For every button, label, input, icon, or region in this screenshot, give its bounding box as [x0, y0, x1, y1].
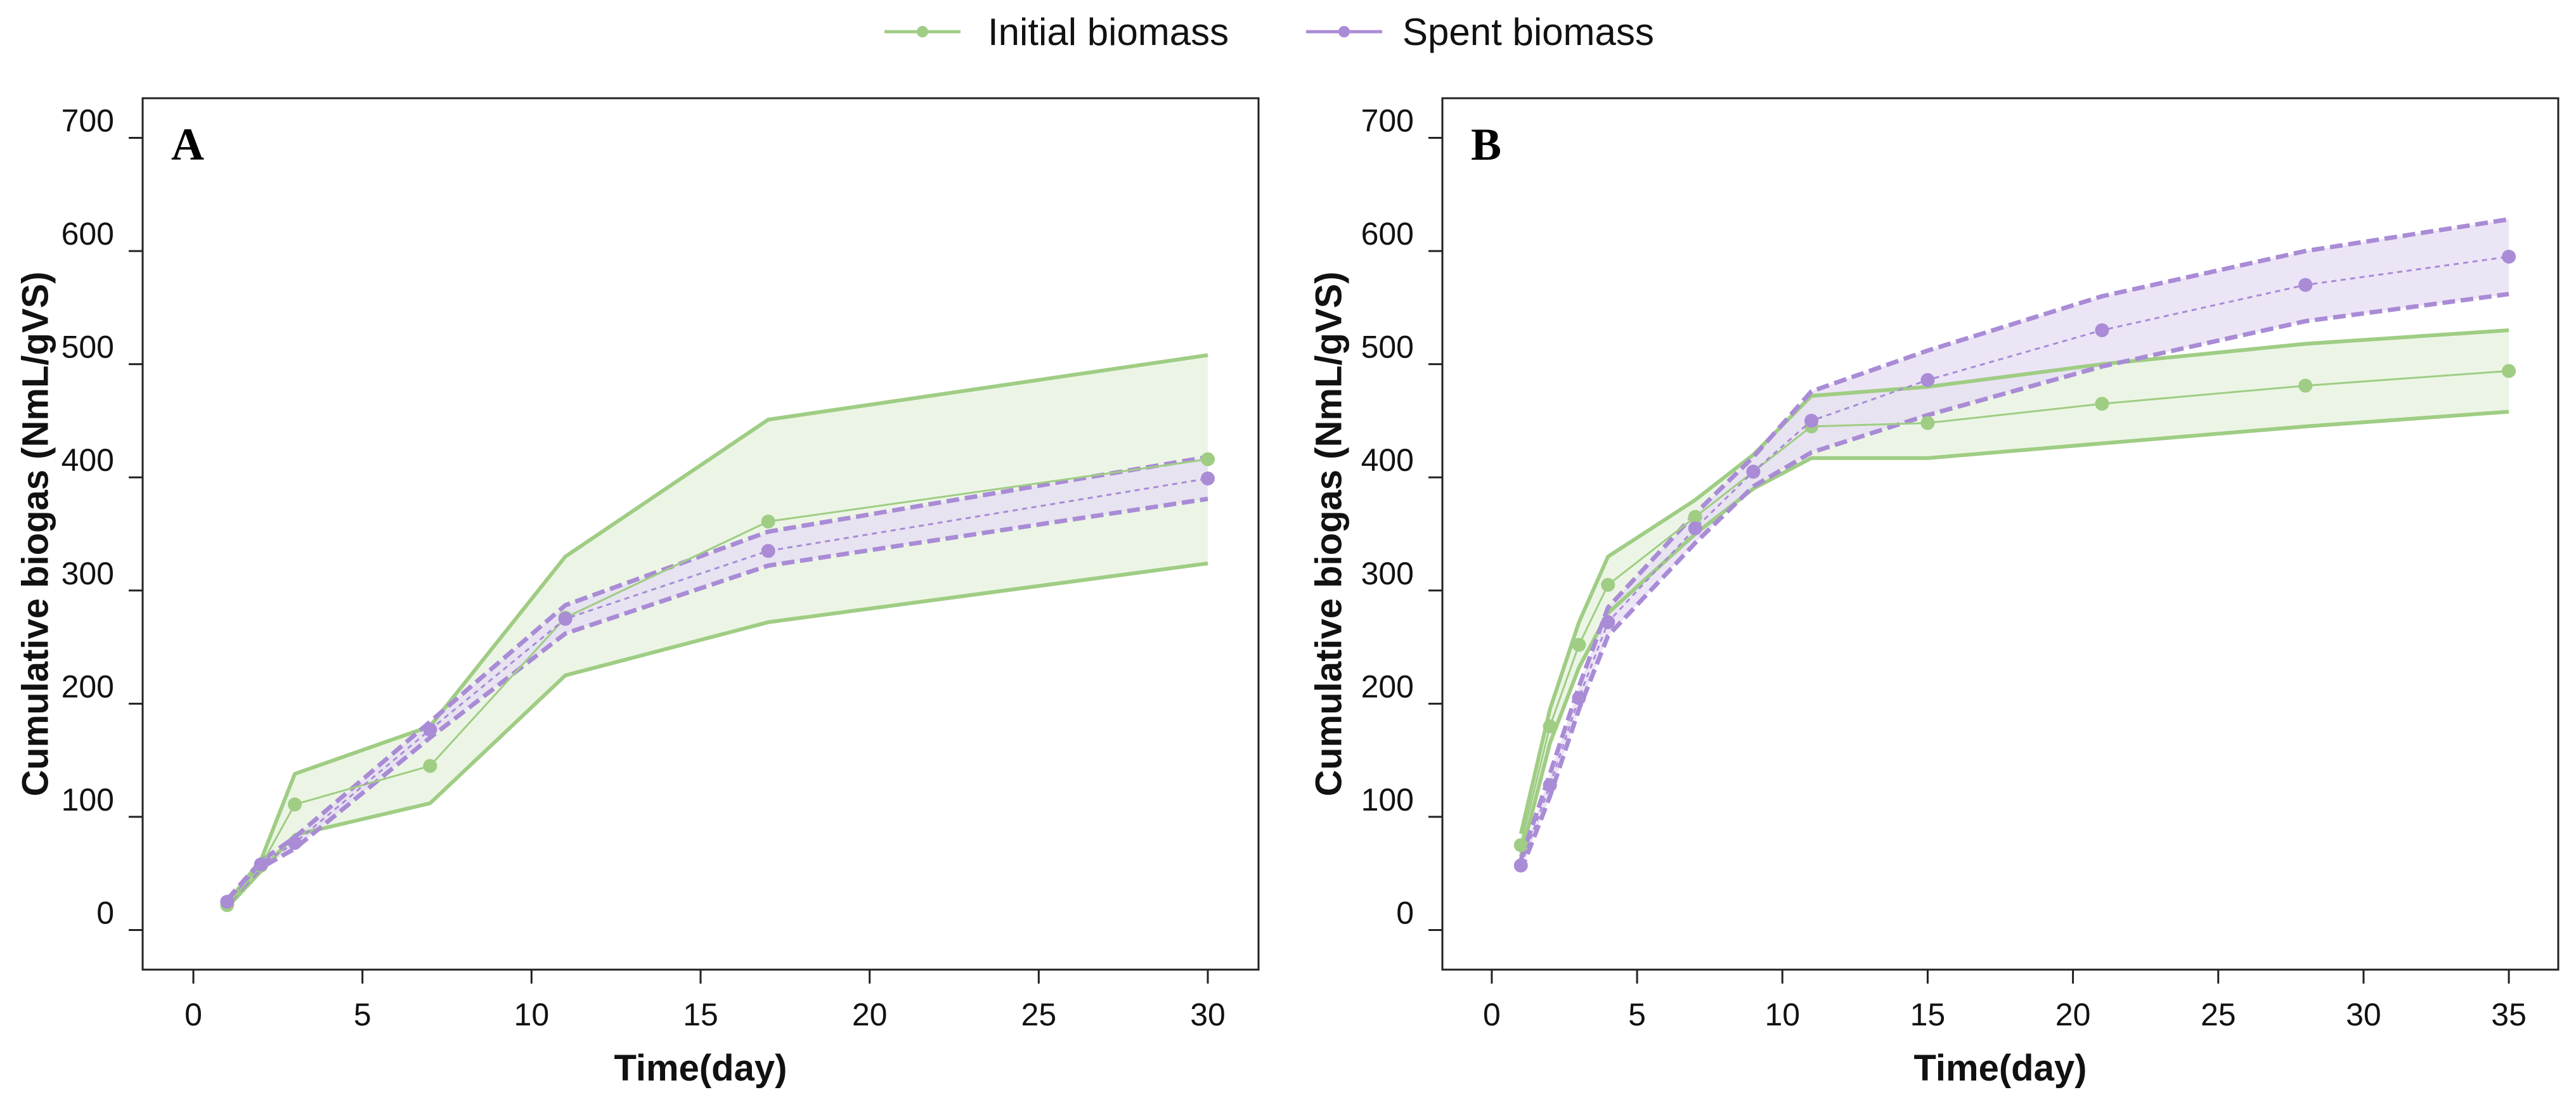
panel-a-ytick-label-400: 400 — [61, 442, 114, 478]
panel-b-xtick-label-0: 0 — [1483, 997, 1501, 1032]
panel-b-chart: 0 100 200 300 400 500 600 700 0 5 10 15 20 25 30 35 Time… — [1308, 97, 2560, 1089]
panel-a-spent-point-7 — [423, 722, 437, 737]
panel-a-spent-point-11 — [558, 612, 573, 626]
panel-a-spent-point-17 — [761, 544, 775, 558]
panel-b-spent-point-9 — [1746, 465, 1761, 479]
panel-b-ytick-label-300: 300 — [1361, 556, 1414, 591]
panel-a-ytick-label-700: 700 — [61, 103, 114, 139]
panel-a-spent-point-2 — [254, 857, 268, 871]
panel-b-xtick-label-30: 30 — [2346, 997, 2381, 1032]
panel-a-spent-point-3 — [288, 836, 302, 850]
panel-a-spent-upper-line — [225, 454, 1208, 901]
panel-b-spent-point-35 — [2502, 250, 2516, 264]
panel-a-spent-point-30 — [1201, 472, 1215, 485]
panel-a-spent-point-1 — [220, 894, 235, 909]
panel-b-xtick-label-20: 20 — [2055, 997, 2091, 1032]
panel-a-xtick-label-20: 20 — [852, 997, 888, 1032]
panel-b-initial-point-28 — [2298, 378, 2313, 393]
panel-b-ytick-label-200: 200 — [1361, 669, 1414, 704]
panel-a-ytick-label-200: 200 — [61, 669, 114, 704]
legend-initial-marker-icon — [917, 26, 928, 37]
panel-b-initial-point-7 — [1688, 510, 1702, 524]
panel-b-spent-point-4 — [1601, 615, 1615, 629]
panel-b-spent-point-2 — [1543, 778, 1557, 792]
panel-b-initial-point-35 — [2502, 364, 2516, 378]
panel-b-xtick-label-10: 10 — [1764, 997, 1800, 1032]
legend-spent-label: Spent biomass — [1402, 11, 1654, 53]
panel-b-x-axis-title: Time(day) — [1914, 1048, 2087, 1089]
panel-a-ytick-label-100: 100 — [61, 782, 114, 818]
panel-b-ytick-label-700: 700 — [1361, 103, 1414, 139]
panel-a-initial-band — [227, 355, 1208, 908]
panel-b-initial-point-4 — [1601, 577, 1615, 592]
panel-a-spent-lower-line — [225, 496, 1208, 906]
panel-b-ytick-label-400: 400 — [1361, 442, 1414, 478]
panel-b-initial-band — [1520, 330, 2509, 857]
panel-a-ytick-label-300: 300 — [61, 556, 114, 591]
chart-legend: Initial biomass Spent biomass — [884, 11, 1654, 53]
panel-a-xtick-label-30: 30 — [1190, 997, 1226, 1032]
panel-b-y-axis-title: Cumulative biogas (NmL/gVS) — [1308, 271, 1349, 796]
panel-b-label: B — [1471, 119, 1501, 170]
panel-a-ytick-label-600: 600 — [61, 216, 114, 252]
panel-b-spent-point-11 — [1804, 413, 1819, 428]
legend-initial-label: Initial biomass — [988, 11, 1229, 53]
panel-a-xtick-label-10: 10 — [514, 997, 550, 1032]
panel-b-spent-point-3 — [1572, 691, 1586, 705]
panel-b-initial-point-1 — [1513, 838, 1528, 852]
panel-b-initial-point-3 — [1572, 638, 1586, 652]
panel-b-ytick-label-600: 600 — [1361, 216, 1414, 252]
panel-b-initial-point-2 — [1543, 719, 1557, 734]
panel-a-y-axis-title: Cumulative biogas (NmL/gVS) — [15, 271, 56, 796]
legend-item-initial: Initial biomass — [884, 11, 1229, 53]
panel-b-spent-point-21 — [2095, 323, 2109, 338]
panel-b-xtick-label-25: 25 — [2201, 997, 2236, 1032]
panel-b-spent-upper-line — [1518, 217, 2509, 861]
panel-b-spent-point-1 — [1513, 858, 1528, 873]
panel-b-ytick-label-0: 0 — [1396, 895, 1414, 931]
panel-a-spent-band — [227, 457, 1208, 904]
panel-b-xtick-label-35: 35 — [2491, 997, 2527, 1032]
legend-item-spent: Spent biomass — [1306, 11, 1654, 53]
panel-b-initial-point-21 — [2095, 397, 2109, 411]
panel-b-xtick-label-15: 15 — [1910, 997, 1946, 1032]
panel-b-ytick-label-100: 100 — [1361, 782, 1414, 818]
panel-a-xtick-label-25: 25 — [1021, 997, 1057, 1032]
panel-a-initial-point-7 — [423, 759, 437, 773]
panel-a-xtick-label-0: 0 — [184, 997, 202, 1032]
panel-b-spent-point-7 — [1688, 521, 1702, 536]
panel-a-chart: 0 100 200 300 400 500 600 700 0 5 10 15 20 25 30 Time(d… — [15, 97, 1260, 1089]
panel-a-ytick-label-500: 500 — [61, 330, 114, 365]
panel-a-label: A — [171, 119, 204, 170]
panel-b-spent-band — [1520, 219, 2509, 871]
panel-b-plot-frame — [1441, 97, 2560, 971]
panel-b-initial-lower-line — [1518, 409, 2509, 857]
panel-a-xtick-label-5: 5 — [354, 997, 372, 1032]
panel-a-xtick-label-15: 15 — [683, 997, 718, 1032]
panel-a-x-axis-title: Time(day) — [614, 1048, 787, 1089]
panel-a-initial-point-17 — [761, 514, 775, 529]
panel-a-initial-point-30 — [1201, 452, 1215, 466]
panel-b-ytick-label-500: 500 — [1361, 330, 1414, 365]
panel-b-spent-lower-line — [1518, 292, 2509, 872]
panel-b-spent-point-28 — [2298, 278, 2313, 292]
legend-spent-marker-icon — [1338, 26, 1350, 37]
panel-a-initial-point-3 — [288, 797, 302, 812]
panel-b-spent-point-15 — [1920, 373, 1935, 387]
panel-a-ytick-label-0: 0 — [96, 895, 114, 931]
panel-b-initial-point-15 — [1920, 416, 1935, 430]
panel-b-xtick-label-5: 5 — [1628, 997, 1646, 1032]
